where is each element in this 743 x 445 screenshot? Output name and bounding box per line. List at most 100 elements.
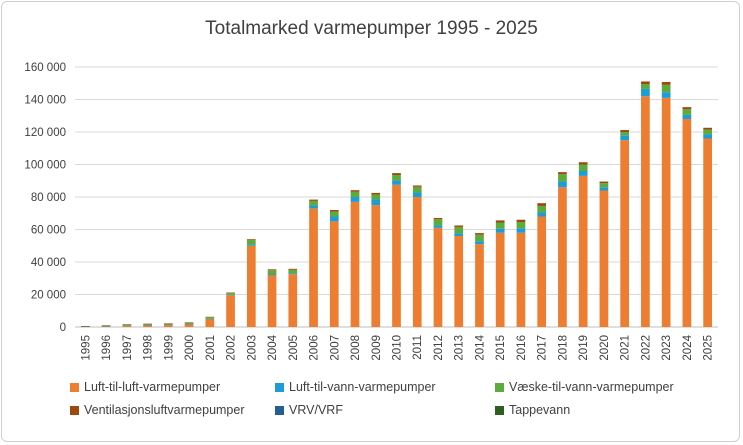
bar-segment xyxy=(371,194,381,200)
bar-segment xyxy=(329,210,339,212)
legend-item: Ventilasjonsluftvarmepumper xyxy=(70,403,245,417)
x-tick-label: 2012 xyxy=(433,335,445,361)
y-tick-label: 40 000 xyxy=(31,257,66,269)
bar-segment xyxy=(537,216,547,327)
bar-segment xyxy=(599,183,609,188)
x-tick-label: 2010 xyxy=(392,335,404,361)
bar-segment xyxy=(682,109,692,115)
bar-segment xyxy=(267,274,277,275)
y-tick-label: 120 000 xyxy=(24,127,66,139)
bar-segment xyxy=(433,217,443,220)
bar-segment xyxy=(495,220,505,223)
y-tick-label: 140 000 xyxy=(24,95,66,107)
x-tick-label: 2008 xyxy=(350,335,362,361)
bar-segment xyxy=(246,245,256,327)
bar-segment xyxy=(246,244,256,246)
x-tick-label: 2017 xyxy=(537,335,549,361)
bar-segment xyxy=(184,322,194,323)
bar-segment xyxy=(267,270,277,275)
bar-segment xyxy=(537,205,547,213)
x-tick-label: 1998 xyxy=(143,335,155,361)
y-tick-label: 60 000 xyxy=(31,225,66,237)
bar-segment xyxy=(641,84,650,89)
bar-segment xyxy=(184,324,194,327)
x-tick-label: 2015 xyxy=(495,335,507,361)
bar-segment xyxy=(599,187,609,191)
x-tick-label: 2020 xyxy=(599,335,611,361)
bar-segment xyxy=(392,180,401,185)
bar-segment xyxy=(475,241,484,245)
bar-segment xyxy=(309,199,318,201)
legend-label: Ventilasjonsluftvarmepumper xyxy=(84,403,245,417)
bar-segment xyxy=(246,240,256,245)
bar-segment xyxy=(205,319,215,327)
bar-segment xyxy=(620,135,630,141)
bar-segment xyxy=(309,208,318,327)
legend-swatch xyxy=(275,382,284,392)
bar-segment xyxy=(620,132,630,136)
bar-segment xyxy=(184,323,194,325)
x-tick-label: 1995 xyxy=(80,335,92,361)
bar-segment xyxy=(578,164,588,171)
bar-segment xyxy=(329,221,339,327)
chart-legend: Luft-til-luft-varmepumper Luft-til-vann-v… xyxy=(70,380,710,440)
x-tick-label: 2022 xyxy=(640,335,652,361)
bar-segment xyxy=(620,130,630,132)
bar-segment xyxy=(641,96,650,327)
bar-segment xyxy=(143,324,152,326)
x-tick-label: 1999 xyxy=(163,335,175,361)
y-tick-label: 160 000 xyxy=(24,62,66,74)
x-tick-label: 2016 xyxy=(516,335,528,361)
x-tick-label: 2004 xyxy=(267,334,279,360)
bar-segment xyxy=(433,227,443,327)
bar-segment xyxy=(226,295,235,327)
bar-segment xyxy=(682,119,692,327)
bar-segment xyxy=(101,326,111,327)
x-tick-label: 2018 xyxy=(557,335,569,361)
bar-segment xyxy=(454,236,464,327)
y-tick-label: 20 000 xyxy=(31,290,66,302)
bar-segment xyxy=(288,269,298,274)
bar-segment xyxy=(163,323,173,324)
bar-segment xyxy=(661,81,671,85)
bar-segment xyxy=(516,228,526,233)
x-tick-label: 2006 xyxy=(309,335,321,361)
bar-segment xyxy=(454,225,464,227)
x-tick-label: 2002 xyxy=(226,335,238,361)
legend-label: Tappevann xyxy=(509,403,571,417)
x-tick-label: 2024 xyxy=(682,334,694,360)
chart-plot: 0 20 000 40 000 60 000 80 000 100 000 120 000 1… xyxy=(24,62,718,361)
bar-segment xyxy=(620,140,630,327)
x-tick-label: 2009 xyxy=(371,335,383,361)
bar-segment xyxy=(537,212,547,217)
bar-segment xyxy=(143,323,152,325)
legend-item: Luft-til-vann-varmepumper xyxy=(275,380,436,394)
bar-segment xyxy=(350,197,360,202)
bar-segment xyxy=(122,324,132,325)
bar-segment xyxy=(267,269,277,271)
bar-segment xyxy=(371,205,381,327)
legend-item: Tappevann xyxy=(495,403,570,417)
bar-segment xyxy=(661,84,671,93)
x-tick-label: 2023 xyxy=(661,335,673,361)
x-tick-label: 2005 xyxy=(288,335,300,361)
bar-segment xyxy=(226,293,235,295)
bar-segment xyxy=(412,185,422,187)
x-tick-label: 2013 xyxy=(454,335,466,361)
bar-segment xyxy=(205,317,215,319)
bar-segment xyxy=(329,211,339,217)
bar-segment xyxy=(350,191,360,197)
bar-segment xyxy=(288,268,298,270)
chart-title: Totalmarked varmepumper 1995 - 2025 xyxy=(205,18,538,39)
x-tick-label: 1996 xyxy=(101,335,113,361)
bar-segment xyxy=(495,222,505,229)
bar-segment xyxy=(392,175,401,181)
bar-segment xyxy=(205,316,215,318)
bar-segment xyxy=(122,324,132,326)
bar-segment xyxy=(578,162,588,165)
x-tick-label: 2025 xyxy=(703,335,715,361)
x-tick-label: 2011 xyxy=(412,335,424,360)
y-tick-label: 0 xyxy=(60,322,66,334)
bar-segment xyxy=(558,181,567,188)
